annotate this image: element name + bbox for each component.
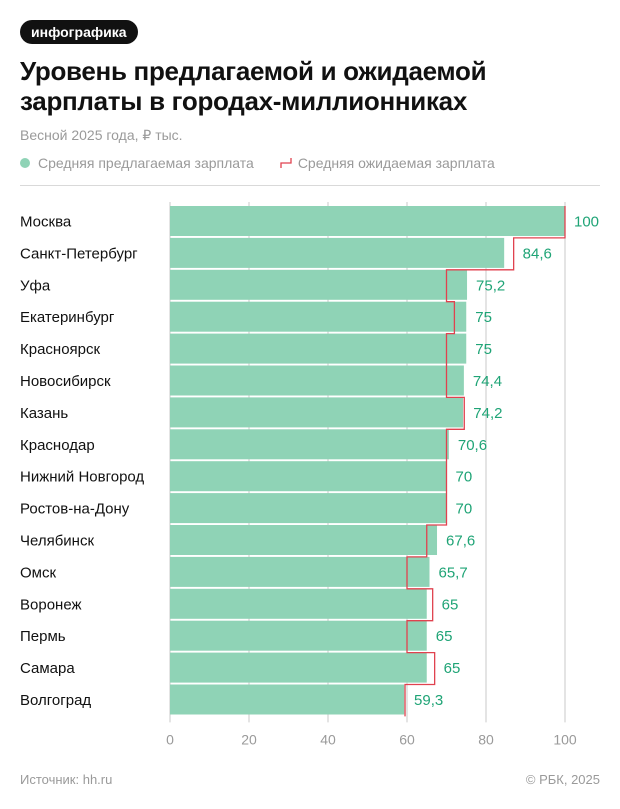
value-label: 74,4 bbox=[473, 373, 502, 390]
bar bbox=[170, 461, 447, 492]
category-label: Москва bbox=[20, 214, 72, 231]
value-label: 84,6 bbox=[523, 245, 552, 262]
value-label: 75 bbox=[475, 341, 492, 358]
subtitle: Весной 2025 года, ₽ тыс. bbox=[20, 127, 183, 143]
value-label: 67,6 bbox=[446, 533, 475, 550]
value-label: 65,7 bbox=[439, 564, 468, 581]
value-label: 65 bbox=[444, 660, 461, 677]
bar bbox=[170, 237, 505, 268]
bar bbox=[170, 429, 449, 460]
value-label: 65 bbox=[436, 628, 453, 645]
category-label: Самара bbox=[20, 660, 75, 677]
bar-chart: Москва 100 Санкт-Петербург 84,6 Уфа 75,2 Екате… bbox=[20, 202, 599, 747]
bar bbox=[170, 365, 464, 396]
category-label: Новосибирск bbox=[20, 373, 111, 390]
legend-label-offered: Средняя предлагаемая зарплата bbox=[38, 155, 254, 171]
legend-item-expected: Средняя ожидаемая зарплата bbox=[280, 155, 495, 171]
title-line-2: зарплаты в городах-миллионниках bbox=[20, 86, 467, 116]
bar bbox=[170, 333, 467, 364]
x-tick-label: 100 bbox=[553, 731, 577, 747]
bar bbox=[170, 493, 447, 524]
category-label: Екатеринбург bbox=[20, 309, 115, 326]
title-line-1: Уровень предлагаемой и ожидаемой bbox=[20, 56, 487, 86]
category-label: Красноярск bbox=[20, 341, 101, 358]
legend-swatch-expected bbox=[280, 158, 292, 168]
category-label: Омск bbox=[20, 564, 56, 581]
category-label: Ростов-на-Дону bbox=[20, 501, 130, 518]
bar bbox=[170, 620, 427, 651]
value-label: 65 bbox=[442, 596, 459, 613]
category-label: Краснодар bbox=[20, 437, 95, 454]
bar bbox=[170, 269, 468, 300]
copyright: © РБК, 2025 bbox=[525, 772, 600, 787]
value-label: 59,3 bbox=[414, 692, 443, 709]
value-label: 75,2 bbox=[476, 277, 505, 294]
label-layer: Москва 100 Санкт-Петербург 84,6 Уфа 75,2 Екате… bbox=[20, 214, 599, 710]
value-label: 100 bbox=[574, 214, 599, 231]
category-label: Челябинск bbox=[20, 533, 94, 550]
legend-label-expected: Средняя ожидаемая зарплата bbox=[297, 155, 495, 171]
bar bbox=[170, 556, 430, 587]
bar-layer bbox=[170, 206, 565, 715]
value-label: 70,6 bbox=[458, 437, 487, 454]
x-tick-label: 0 bbox=[166, 731, 174, 747]
category-badge: инфографика bbox=[20, 20, 138, 44]
category-label: Санкт-Петербург bbox=[20, 245, 138, 262]
category-label: Волгоград bbox=[20, 692, 91, 709]
value-label: 70 bbox=[456, 501, 473, 518]
category-label: Воронеж bbox=[20, 596, 82, 613]
expected-step-line bbox=[404, 206, 566, 717]
value-label: 70 bbox=[456, 469, 473, 486]
bar bbox=[170, 525, 438, 555]
value-label: 74,2 bbox=[473, 405, 502, 422]
bar bbox=[170, 684, 405, 715]
legend-swatch-offered bbox=[20, 158, 30, 168]
bar bbox=[170, 301, 467, 332]
value-label: 75 bbox=[475, 309, 492, 326]
legend: Средняя предлагаемая зарплата Средняя ож… bbox=[20, 155, 521, 171]
page-title: Уровень предлагаемой и ожидаемой зарплат… bbox=[20, 56, 600, 116]
bar bbox=[170, 652, 427, 683]
bar bbox=[170, 206, 565, 236]
header-divider bbox=[20, 185, 600, 186]
expected-line-layer bbox=[404, 206, 566, 717]
x-tick-label: 60 bbox=[399, 731, 415, 747]
category-label: Пермь bbox=[20, 628, 66, 645]
x-tick-label: 40 bbox=[320, 731, 336, 747]
category-label: Уфа bbox=[20, 277, 51, 294]
x-tick-label: 20 bbox=[241, 731, 257, 747]
x-axis: 0 20 40 60 80 100 bbox=[166, 731, 577, 747]
source-note: Источник: hh.ru bbox=[20, 772, 113, 787]
bar bbox=[170, 397, 464, 428]
x-tick-label: 80 bbox=[478, 731, 494, 747]
category-label: Нижний Новгород bbox=[20, 469, 144, 486]
legend-item-offered: Средняя предлагаемая зарплата bbox=[20, 155, 254, 171]
bar bbox=[170, 588, 427, 619]
category-label: Казань bbox=[20, 405, 68, 422]
